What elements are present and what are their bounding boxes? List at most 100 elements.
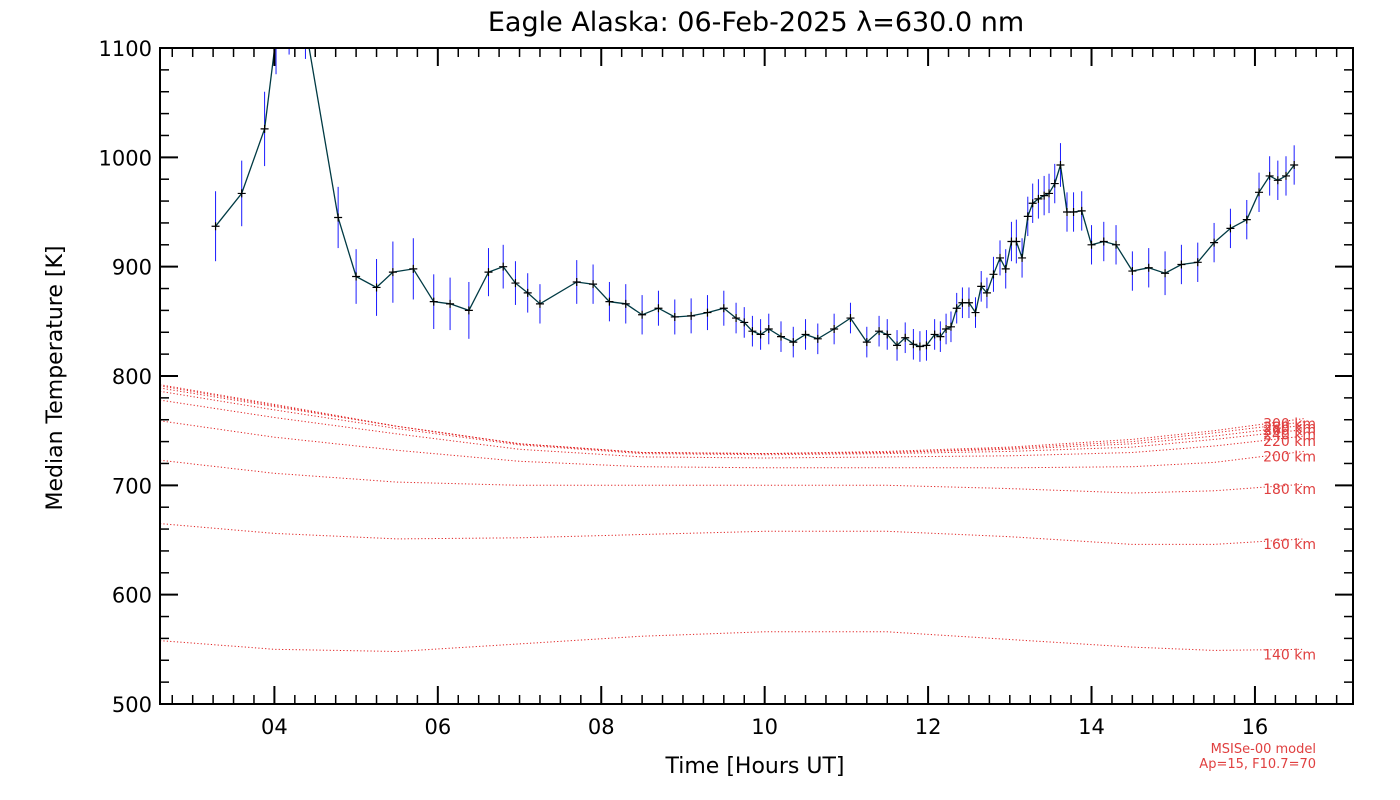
data-point [942,324,951,333]
data-point [409,264,418,273]
data-point [687,311,696,320]
y-axis-label: Median Temperature [K] [43,246,68,511]
data-point [334,213,343,222]
data-point [1099,237,1108,246]
data-point [1161,269,1170,278]
data-point [901,333,910,342]
model-label-260-km: 260 km [1263,423,1316,439]
data-point [1045,189,1054,198]
data-point [862,338,871,347]
model-curve-200-km [160,420,1305,469]
x-tick-label: 04 [261,715,288,739]
model-curve-160-km [160,523,1305,545]
data-point [499,262,508,271]
model-label-180-km: 180 km [1263,482,1316,498]
data-point [523,288,532,297]
data-point [909,340,918,349]
data-point [1144,263,1153,272]
data-point [1077,206,1086,215]
data-point [670,312,679,321]
data-point [1128,267,1137,276]
data-point [621,299,630,308]
data-point [272,33,280,41]
model-curve-260-km [160,387,1305,455]
data-point [511,279,520,288]
chart-title: Eagle Alaska: 06-Feb-2025 λ=630.0 nm [488,7,1024,38]
tick-group: 500 600 700 800 900 1000 1100 04 06 08 10 12 14 16 [99,37,1353,739]
x-tick-label: 12 [915,715,942,739]
data-point [982,288,991,297]
data-point [893,341,902,350]
data-point [732,314,741,323]
data-point [1210,238,1219,247]
data-point [1273,176,1282,185]
data-point [830,324,839,333]
data-point [1255,188,1264,197]
y-tick-label: 1100 [99,37,152,61]
x-tick-label: 06 [424,715,451,739]
model-label-200-km: 200 km [1263,449,1316,465]
y-tick-label: 900 [112,256,152,280]
data-point [740,318,749,327]
data-point [1177,260,1186,269]
data-point [875,327,884,336]
data-point [1050,179,1059,188]
data-point [1265,171,1274,180]
y-tick-label: 800 [112,365,152,389]
data-point [764,324,773,333]
model-curve-300-km [160,384,1305,455]
data-point [589,280,598,289]
data-point [883,330,892,339]
data-point [1069,208,1078,216]
data-point [352,272,361,281]
data-point [813,334,822,343]
x-tick-label: 10 [751,715,778,739]
measured-line [215,48,1295,348]
data-point [1023,212,1032,221]
data-point [260,124,269,133]
data-point [285,11,293,19]
y-tick-label: 500 [112,693,152,717]
data-point [719,304,728,313]
y-tick-label: 600 [112,584,152,608]
data-point [1193,258,1202,267]
data-point [915,342,924,351]
data-point [446,299,455,308]
data-point [1018,253,1027,262]
data-point [977,282,986,291]
data-point [922,341,931,350]
data-point [654,304,663,313]
axes-group [159,47,1354,705]
data-point [464,306,473,315]
data-point [1012,237,1021,246]
data-point [535,299,544,308]
data-point [936,332,945,341]
model-curve-180-km [160,459,1305,494]
data-point [605,297,614,306]
data-point [1226,224,1235,233]
data-point [996,253,1004,262]
data-point [1290,160,1299,169]
data-point [1112,240,1121,249]
plot-frame [159,47,1354,705]
y-tick-label: 1000 [99,146,152,170]
data-point [388,268,397,277]
data-point [930,330,939,339]
data-point [572,277,581,286]
x-tick-label: 14 [1078,715,1105,739]
model-curve-220-km [160,399,1305,459]
model-params-note: Ap=15, F10.7=70 [1199,757,1316,772]
data-point [801,330,810,339]
model-curve-240-km [160,390,1305,456]
data-point [703,308,712,317]
model-label-300-km: 300 km [1263,417,1316,433]
data-point [1282,171,1290,180]
data-point [789,338,798,347]
data-point [748,327,757,336]
data-point [846,314,855,323]
data-point [484,268,493,277]
data-point [301,22,309,30]
x-tick-label: 16 [1242,715,1269,739]
